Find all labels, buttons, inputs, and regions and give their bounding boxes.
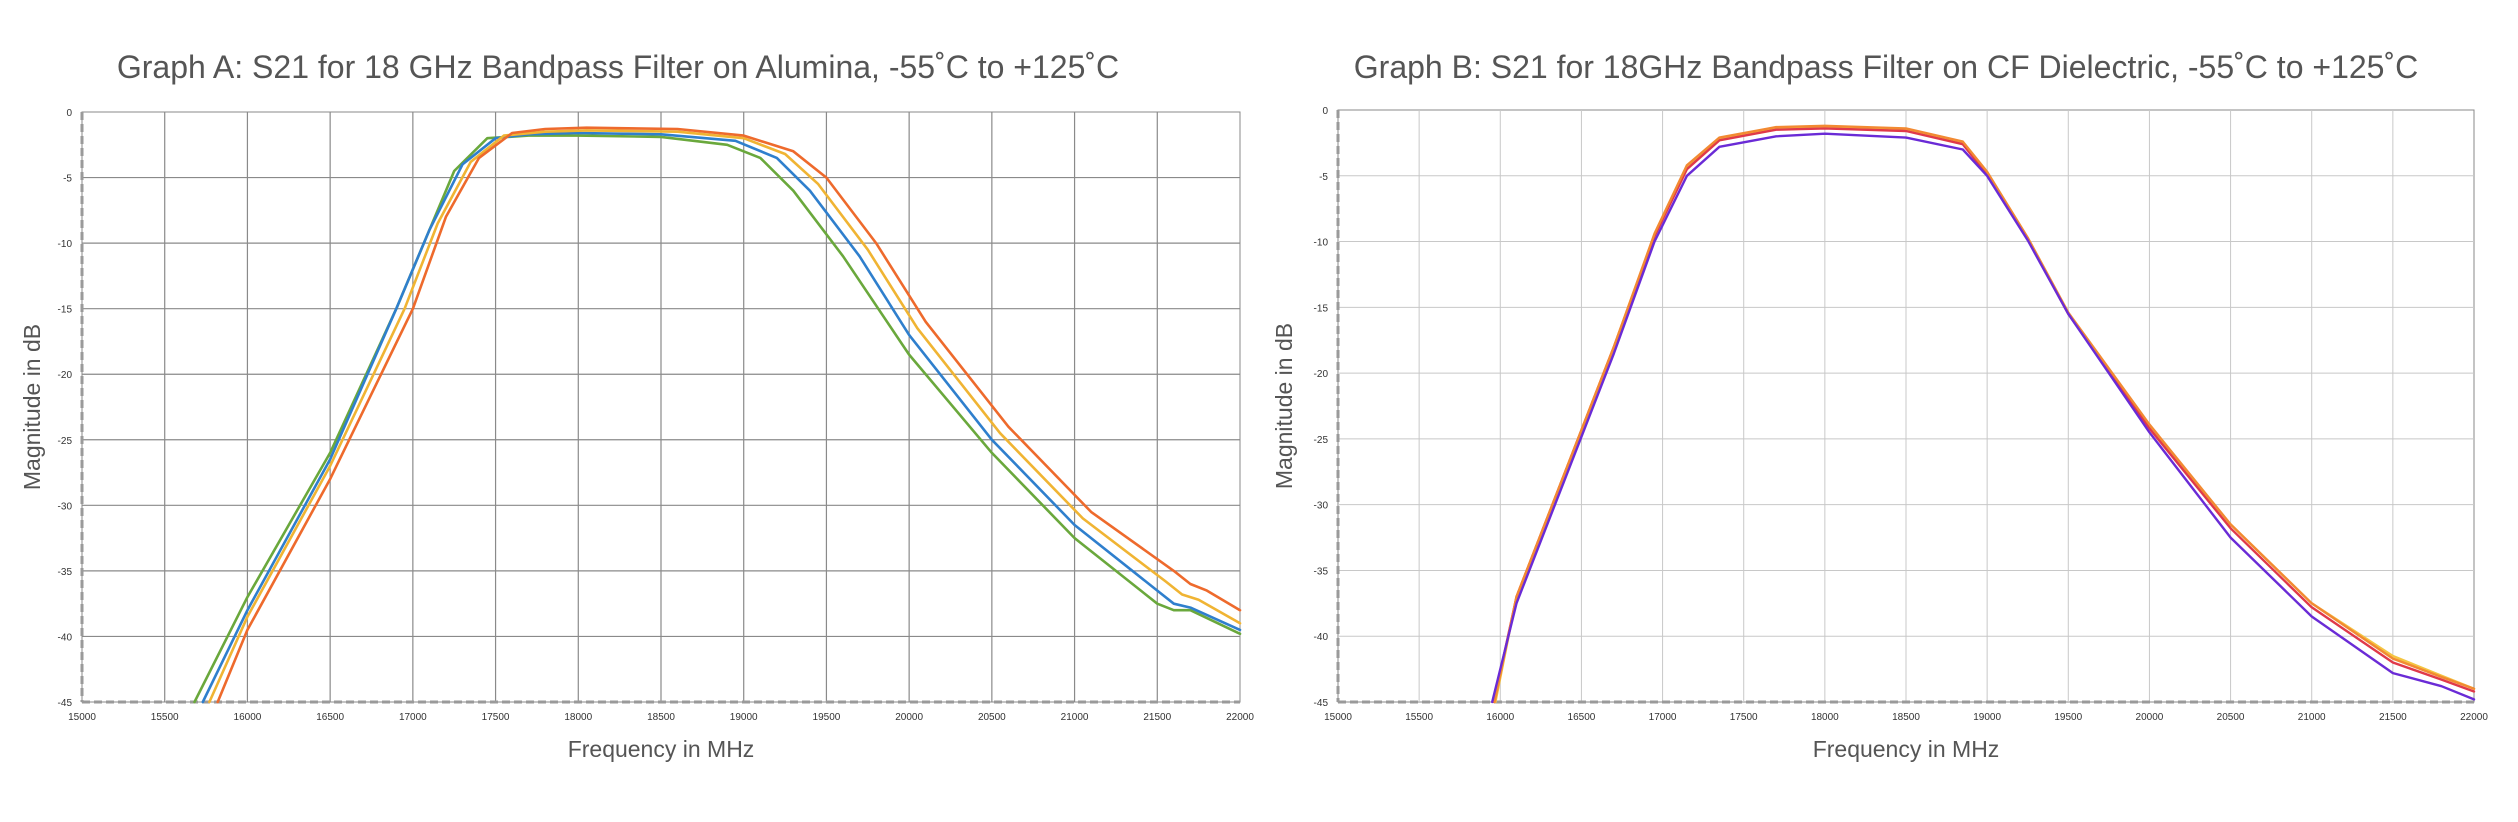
graph-b-x-tick-label: 21000 bbox=[2298, 712, 2326, 723]
graph-a-y-tick-label: -25 bbox=[58, 436, 73, 447]
graph-a-x-tick-label: 15000 bbox=[68, 712, 96, 723]
graph-a-y-tick-label: 0 bbox=[66, 108, 72, 119]
graph-a-y-tick-label: -5 bbox=[63, 174, 72, 185]
graph-a-x-tick-label: 19000 bbox=[730, 712, 758, 723]
graph-b-y-tick-label: -25 bbox=[1314, 435, 1329, 446]
graph-a-x-tick-label: 16000 bbox=[234, 712, 262, 723]
graph-a-y-axis-label: Magnitude in dB bbox=[19, 324, 45, 490]
graph-a-x-tick-label: 21500 bbox=[1143, 712, 1171, 723]
graph-b-y-tick-label: -15 bbox=[1314, 303, 1329, 314]
graph-a-y-tick-label: -10 bbox=[58, 239, 73, 250]
graph-b-x-tick-label: 18000 bbox=[1811, 712, 1839, 723]
graph-b-x-tick-label: 15000 bbox=[1324, 712, 1352, 723]
graph-a-y-tick-label: -20 bbox=[58, 370, 73, 381]
graph-b-x-tick-label: 15500 bbox=[1405, 712, 1433, 723]
graph-a-y-tick-label: -40 bbox=[58, 632, 73, 643]
graph-b-x-tick-label: 22000 bbox=[2460, 712, 2488, 723]
graph-a-series-line-3 bbox=[208, 129, 1242, 704]
graph-b-series-line-4 bbox=[1491, 132, 2476, 704]
graph-a-x-tick-label: 21000 bbox=[1061, 712, 1089, 723]
graph-a-x-tick-label: 17500 bbox=[482, 712, 510, 723]
graph-b-y-tick-label: -5 bbox=[1319, 172, 1328, 183]
graph-a-x-tick-label: 20000 bbox=[895, 712, 923, 723]
graph-a-y-tick-label: -15 bbox=[58, 305, 73, 316]
graph-b-x-axis-label: Frequency in MHz bbox=[1813, 736, 2000, 762]
graph-a-x-axis-label: Frequency in MHz bbox=[568, 736, 755, 762]
graph-a-title: Graph A: S21 for 18 GHz Bandpass Filter … bbox=[117, 49, 1119, 85]
graph-b-x-tick-label: 21500 bbox=[2379, 712, 2407, 723]
graph-b-x-tick-label: 16000 bbox=[1486, 712, 1514, 723]
graph-a-y-tick-label: -45 bbox=[58, 698, 73, 709]
graph-a-y-tick-label: -30 bbox=[58, 501, 73, 512]
graph-b-x-tick-label: 17500 bbox=[1730, 712, 1758, 723]
graph-b-x-tick-label: 20500 bbox=[2217, 712, 2245, 723]
graph-a-x-tick-label: 20500 bbox=[978, 712, 1006, 723]
graph-b-y-tick-label: -45 bbox=[1314, 698, 1329, 709]
graph-b-x-tick-label: 17000 bbox=[1649, 712, 1677, 723]
graph-b-title: Graph B: S21 for 18GHz Bandpass Filter o… bbox=[1354, 49, 2418, 85]
graph-a-x-tick-label: 16500 bbox=[316, 712, 344, 723]
graph-a-x-tick-label: 19500 bbox=[813, 712, 841, 723]
graph-b-y-tick-label: -10 bbox=[1314, 238, 1329, 249]
graph-b-chart: Graph B: S21 for 18GHz Bandpass Filter o… bbox=[1271, 49, 2488, 762]
graph-b-y-tick-label: 0 bbox=[1322, 106, 1328, 117]
graph-a-x-tick-label: 17000 bbox=[399, 712, 427, 723]
graph-a-x-tick-label: 18000 bbox=[564, 712, 592, 723]
graph-a-x-tick-label: 22000 bbox=[1226, 712, 1254, 723]
graph-b-x-tick-label: 19500 bbox=[2054, 712, 2082, 723]
graph-a-series-line-4 bbox=[216, 126, 1242, 704]
graph-b-y-axis-label: Magnitude in dB bbox=[1271, 323, 1297, 489]
graph-a-chart: Graph A: S21 for 18 GHz Bandpass Filter … bbox=[19, 49, 1254, 762]
graph-b-y-tick-label: -35 bbox=[1314, 566, 1329, 577]
graph-b-y-tick-label: -30 bbox=[1314, 501, 1329, 512]
graph-a-x-tick-label: 18500 bbox=[647, 712, 675, 723]
graph-b-x-tick-label: 20000 bbox=[2136, 712, 2164, 723]
graph-b-y-tick-label: -20 bbox=[1314, 369, 1329, 380]
graph-b-x-tick-label: 19000 bbox=[1973, 712, 2001, 723]
graph-b-series-line-3 bbox=[1493, 124, 2476, 704]
graph-b-x-tick-label: 16500 bbox=[1568, 712, 1596, 723]
graph-b-x-tick-label: 18500 bbox=[1892, 712, 1920, 723]
graph-a-y-tick-label: -35 bbox=[58, 567, 73, 578]
graph-a-x-tick-label: 15500 bbox=[151, 712, 179, 723]
graph-b-y-tick-label: -40 bbox=[1314, 632, 1329, 643]
graph-a-series-line-2 bbox=[201, 131, 1242, 704]
